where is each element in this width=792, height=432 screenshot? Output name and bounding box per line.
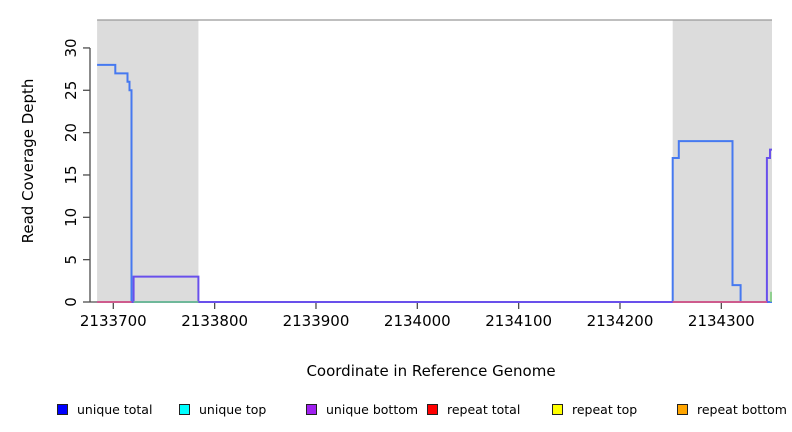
- svg-text:20: 20: [62, 123, 80, 142]
- coverage-chart-canvas: 2133700 2133800 2133900 2134000 2134100 21342…: [62, 19, 772, 330]
- svg-text:2134000: 2134000: [384, 312, 451, 330]
- x-axis-title: Coordinate in Reference Genome: [306, 362, 556, 380]
- legend: unique total unique top unique bottom re…: [0, 399, 792, 421]
- repeat-total-swatch-icon: [427, 403, 438, 415]
- legend-label: repeat total: [447, 401, 521, 417]
- svg-text:5: 5: [62, 255, 80, 265]
- svg-text:2133900: 2133900: [283, 312, 350, 330]
- svg-text:30: 30: [62, 38, 80, 57]
- legend-label: repeat bottom: [697, 401, 787, 417]
- unique-top-swatch-icon: [179, 403, 190, 415]
- legend-label: unique total: [77, 401, 153, 417]
- legend-item-unique-total: unique total: [57, 399, 152, 419]
- svg-text:2134200: 2134200: [587, 312, 654, 330]
- y-axis-title: Read Coverage Depth: [19, 78, 37, 244]
- svg-text:2133700: 2133700: [80, 312, 147, 330]
- legend-item-unique-top: unique top: [179, 399, 266, 419]
- svg-text:15: 15: [62, 165, 80, 184]
- legend-item-repeat-bottom: repeat bottom: [677, 399, 787, 419]
- legend-item-repeat-top: repeat top: [552, 399, 637, 419]
- repeat-bottom-swatch-icon: [677, 403, 688, 415]
- svg-text:10: 10: [62, 208, 80, 227]
- unique-total-swatch-icon: [57, 403, 68, 415]
- legend-label: repeat top: [572, 401, 638, 417]
- legend-label: unique top: [199, 401, 267, 417]
- svg-text:2134100: 2134100: [485, 312, 552, 330]
- unique-bottom-swatch-icon: [306, 403, 317, 415]
- svg-text:25: 25: [62, 81, 80, 100]
- legend-label: unique bottom: [326, 401, 419, 417]
- repeat-top-swatch-icon: [552, 403, 563, 415]
- legend-item-repeat-total: repeat total: [427, 399, 520, 419]
- svg-text:2134300: 2134300: [688, 312, 755, 330]
- legend-item-unique-bottom: unique bottom: [306, 399, 418, 419]
- svg-text:2133800: 2133800: [181, 312, 248, 330]
- svg-text:0: 0: [62, 297, 80, 307]
